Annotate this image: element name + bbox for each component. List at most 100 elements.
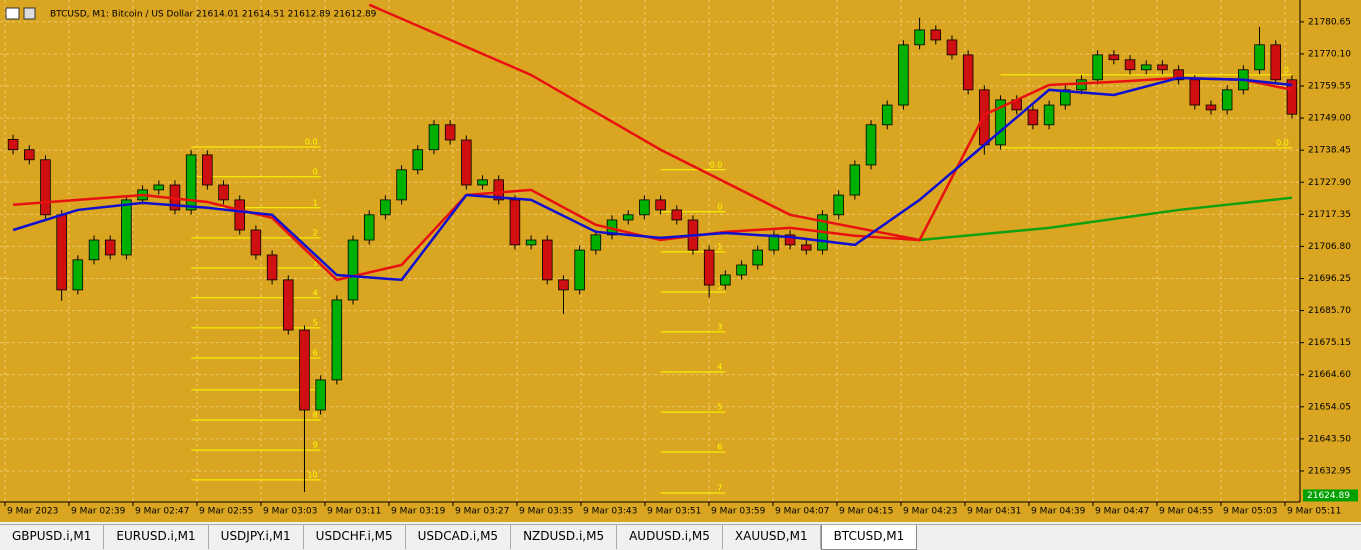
- candle-body: [590, 234, 602, 251]
- candle-body: [1221, 89, 1233, 111]
- indicator-line: [12, 76, 1293, 282]
- candle-body: [995, 99, 1006, 146]
- chart-title: BTCUSD, M1: Bitcoin / US Dollar 21614.01…: [50, 10, 377, 20]
- fibo-label: 4: [717, 362, 722, 371]
- y-tick-label: 21717.35: [1308, 210, 1351, 220]
- candle-body: [752, 249, 763, 266]
- y-tick-label: 21727.90: [1308, 178, 1351, 188]
- x-tick-label: 9 Mar 04:23: [903, 507, 957, 517]
- chart-tab[interactable]: AUDUSD.i,M5: [617, 525, 723, 549]
- candle-body: [283, 279, 294, 331]
- y-tick-label: 21696.25: [1308, 274, 1351, 284]
- candle-body: [185, 154, 197, 211]
- candle-body: [7, 138, 19, 151]
- x-tick-label: 9 Mar 04:07: [775, 507, 829, 517]
- candle-body: [477, 179, 488, 186]
- candle-body: [1108, 54, 1120, 61]
- chart-tab[interactable]: EURUSD.i,M1: [104, 525, 209, 549]
- x-tick-label: 9 Mar 04:31: [967, 507, 1021, 517]
- candle-body: [202, 154, 213, 186]
- candle-body: [1124, 59, 1136, 71]
- candle-body: [849, 164, 861, 196]
- x-tick-label: 9 Mar 2023: [7, 507, 58, 517]
- fibo-label: 2: [313, 228, 318, 237]
- candle-body: [833, 194, 844, 216]
- chart-tab[interactable]: USDJPY.i,M1: [209, 525, 304, 549]
- candle-body: [558, 279, 569, 291]
- candle-body: [639, 199, 650, 216]
- candle-body: [574, 249, 585, 291]
- candle-body: [1286, 79, 1298, 115]
- x-tick-label: 9 Mar 02:55: [199, 507, 253, 517]
- x-tick-label: 9 Mar 05:11: [1287, 507, 1341, 517]
- fibo-label: 0: [1284, 65, 1289, 74]
- y-tick-label: 21675.15: [1308, 338, 1351, 348]
- fibo-label: 1: [717, 242, 722, 251]
- plot: 0.0 0 1 2 3 4 5 6 7 8 9 10 0.0 0 1 2 3 4 5 6 7 0 0.0: [0, 0, 1300, 502]
- candle-body: [331, 299, 343, 381]
- x-tick-label: 9 Mar 03:59: [711, 507, 766, 517]
- y-tick-label: 21706.80: [1308, 242, 1351, 252]
- fibo-label: 0: [313, 167, 318, 176]
- candle-body: [930, 29, 942, 41]
- y-tick-label: 21780.65: [1308, 17, 1351, 27]
- y-tick-label: 21664.60: [1308, 370, 1351, 380]
- y-tick-label: 21738.45: [1308, 146, 1351, 156]
- fibo-label: 3: [717, 322, 722, 331]
- candle-body: [1157, 64, 1168, 71]
- chart-tab[interactable]: GBPUSD.i,M1: [0, 525, 105, 549]
- candle-body: [40, 159, 51, 216]
- candle-body: [881, 104, 893, 126]
- candle-body: [1254, 44, 1265, 71]
- candle-body: [1043, 104, 1055, 126]
- candle-body: [962, 54, 974, 91]
- y-tick-label: 21685.70: [1308, 306, 1351, 316]
- y-tick-label: 21770.10: [1308, 49, 1351, 59]
- candle-body: [914, 29, 925, 46]
- fibo-label: 0.0: [305, 137, 318, 146]
- candle-body: [444, 124, 456, 141]
- fibo-label: 7: [313, 380, 318, 389]
- chart-tab[interactable]: USDCHF.i,M5: [304, 525, 406, 549]
- fibo-label: 5: [313, 318, 318, 327]
- x-tick-label: 9 Mar 05:03: [1223, 507, 1277, 517]
- candle-body: [801, 244, 812, 251]
- candle-body: [542, 239, 553, 281]
- candle-body: [671, 209, 683, 221]
- candle-body: [266, 254, 278, 281]
- candle-body: [509, 199, 521, 246]
- x-tick-label: 9 Mar 04:39: [1031, 507, 1086, 517]
- chart-tab[interactable]: XAUUSD,M1: [723, 525, 821, 549]
- fibo-label: 8: [313, 411, 318, 420]
- y-tick-label: 21654.05: [1308, 402, 1351, 412]
- candle-body: [153, 184, 165, 191]
- chart-tab[interactable]: NZDUSD.i,M5: [511, 525, 618, 549]
- indicator-line: [919, 196, 1293, 242]
- candle-body: [655, 199, 666, 211]
- chart-tab[interactable]: BTCUSD,M1: [820, 525, 918, 550]
- candle-body: [250, 229, 262, 256]
- candle-body: [88, 239, 100, 261]
- x-tick-label: 9 Mar 03:19: [391, 507, 446, 517]
- x-tick-label: 9 Mar 03:43: [583, 507, 637, 517]
- candle-body: [1060, 89, 1071, 106]
- x-tick-label: 9 Mar 04:15: [839, 507, 893, 517]
- fibo-label: 4: [313, 288, 318, 297]
- tab-bar: GBPUSD.i,M1 EURUSD.i,M1 USDJPY.i,M1 USDCHF.…: [0, 524, 1361, 550]
- candle-body: [865, 124, 877, 166]
- candle-body: [622, 214, 634, 221]
- fibo-label: 10: [307, 470, 317, 479]
- fibo-label: 3: [313, 259, 318, 268]
- candle-body: [234, 199, 245, 231]
- candle-body: [104, 239, 116, 256]
- indicator-line: [13, 76, 1293, 282]
- candle-body: [24, 149, 35, 161]
- candle-body: [56, 214, 67, 291]
- x-tick-label: 9 Mar 03:51: [647, 507, 701, 517]
- candle-body: [736, 264, 747, 276]
- x-tick-label: 9 Mar 02:47: [135, 507, 189, 517]
- indicator-line: [368, 3, 920, 242]
- fibo-label: 2: [717, 283, 722, 292]
- chart-tab[interactable]: USDCAD.i,M5: [406, 525, 512, 549]
- candle-body: [1270, 44, 1281, 81]
